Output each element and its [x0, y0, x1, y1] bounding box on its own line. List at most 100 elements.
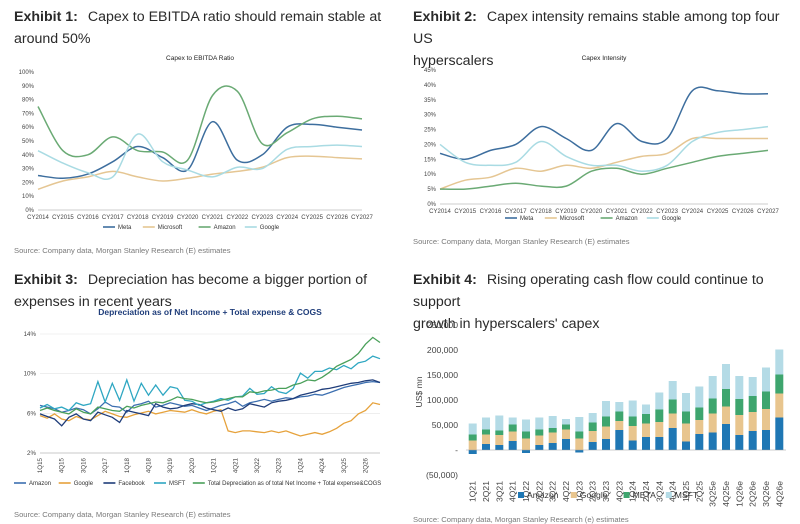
- chart-4-x-tick: 2Q21: [481, 481, 491, 502]
- chart-4-y-tick: 100,000: [427, 395, 458, 405]
- chart-4-bar-google: [522, 438, 530, 450]
- chart-4-bar-amazon: [508, 441, 517, 450]
- chart-4-bar-google: [508, 431, 517, 441]
- chart-4-bar-amazon: [762, 430, 770, 450]
- exhibit-4-heading: Exhibit 4: Rising operating cash flow cou…: [413, 269, 798, 335]
- chart-4-bar-google: [615, 421, 624, 430]
- exhibit-4-title-line1: Rising operating cash flow could continu…: [413, 272, 764, 310]
- chart-1-y-tick: 20%: [22, 180, 35, 186]
- chart-1-y-tick: 60%: [22, 125, 35, 131]
- chart-1-y-tick: 30%: [22, 167, 35, 173]
- chart-3-title: Depreciation as of Net Income + Total ex…: [98, 307, 322, 317]
- chart-2-y-tick: 35%: [424, 98, 437, 104]
- chart-4-bar-meta: [682, 411, 690, 424]
- chart-4-bar-msft: [562, 419, 570, 425]
- exhibit-2-heading: Exhibit 2: Capex intensity remains stable…: [413, 6, 798, 72]
- chart-4-bar-meta: [628, 416, 637, 426]
- chart-1-x-tick: CY2015: [52, 215, 74, 221]
- exhibit-1-title-line1: Capex to EBITDA ratio should remain stab…: [87, 9, 382, 25]
- chart-1: Capex to EBITDA Ratio 0% 10% 20% 30% 40% 50% 60…: [19, 55, 374, 231]
- chart-4-bar-amazon: [615, 430, 624, 450]
- chart-1-series-amazon: [37, 85, 363, 164]
- exhibit-1-label: Exhibit 1:: [14, 9, 78, 25]
- chart-3-x-tick: 2Q17: [102, 457, 109, 473]
- chart-1-x-tick: CY2025: [301, 215, 323, 221]
- chart-1-x-tick: CY2021: [202, 215, 224, 221]
- chart-4-bar-msft: [695, 386, 704, 408]
- chart-4-bar-msft: [482, 417, 490, 430]
- chart-1-x-tick: CY2026: [326, 215, 348, 221]
- chart-4: (50,000) - 50,000 100,000 150,000 200,000 250,…: [414, 320, 786, 507]
- chart-1-legend-label: Google: [260, 225, 280, 231]
- chart-3-x-tick: 1Q15: [37, 457, 44, 473]
- chart-3-legend-label: MSFT: [169, 481, 186, 487]
- chart-3: Depreciation as of Net Income + Total ex…: [14, 307, 381, 487]
- chart-3-x-tick: 4Q18: [146, 457, 153, 473]
- chart-4-bar-amazon: [628, 440, 637, 450]
- chart-4-bar-msft: [535, 417, 544, 430]
- chart-1-y-tick: 100%: [19, 70, 35, 76]
- chart-4-y-tick: 250,000: [427, 320, 458, 330]
- chart-3-x-tick: 2Q20: [189, 457, 196, 473]
- chart-4-bar-amazon: [682, 441, 690, 450]
- chart-4-bar-amazon: [775, 417, 784, 450]
- chart-4-bar-google: [588, 431, 597, 442]
- chart-4-x-tick: 2Q25: [694, 481, 704, 502]
- chart-3-y-tick: 6%: [27, 410, 36, 417]
- chart-3-legend-label: Total Depreciation as of total Net Incom…: [208, 481, 381, 487]
- chart-1-x-tick: CY2016: [77, 215, 99, 221]
- chart-4-bar-msft: [522, 419, 530, 432]
- chart-1-x-tick: CY2014: [27, 215, 49, 221]
- chart-1-y-tick: 50%: [22, 139, 35, 145]
- chart-3-x-tick: 3Q19: [167, 457, 174, 473]
- exhibit-4-source: Source: Company data, Morgan Stanley Res…: [413, 515, 629, 524]
- chart-3-x-tick: 4Q15: [59, 457, 66, 473]
- chart-2-x-tick: CY2021: [606, 209, 628, 215]
- chart-4-bar-msft: [708, 376, 717, 399]
- exhibit-4-label: Exhibit 4:: [413, 272, 477, 288]
- exhibit-1-heading: Exhibit 1: Capex to EBITDA ratio should r…: [14, 6, 394, 50]
- chart-4-legend-swatch: [623, 492, 630, 498]
- chart-4-bar-msft: [495, 415, 504, 431]
- chart-3-x-tick: 4Q21: [232, 457, 239, 473]
- chart-2-series-google: [439, 125, 769, 172]
- chart-3-legend-label: Facebook: [118, 481, 145, 487]
- exhibit-3-label: Exhibit 3:: [14, 272, 78, 288]
- chart-4-bar-google: [682, 423, 690, 442]
- chart-4-bar-amazon: [695, 434, 704, 450]
- chart-4-bar-msft: [642, 404, 650, 414]
- chart-4-y-label: US$ mn: [414, 376, 424, 407]
- chart-4-bar-msft: [668, 381, 677, 400]
- chart-2-x-tick: CY2027: [757, 209, 779, 215]
- chart-2-x-tick: CY2016: [480, 209, 502, 215]
- chart-4-bar-msft: [722, 364, 730, 389]
- chart-4-x-tick: 2Q26e: [748, 481, 758, 507]
- chart-4-bar-google: [762, 409, 770, 430]
- chart-4-x-tick: 2Q24: [641, 481, 651, 502]
- chart-4-x-tick: 3Q25e: [708, 481, 718, 507]
- chart-4-bar-msft: [548, 416, 557, 428]
- chart-3-x-tick: 3Q16: [80, 457, 87, 473]
- chart-4-bar-amazon: [522, 450, 530, 453]
- chart-4-bar-meta: [748, 396, 757, 412]
- chart-2-title: Capex Intensity: [582, 55, 628, 62]
- chart-4-bar-amazon: [535, 445, 544, 450]
- chart-4-bar-meta: [735, 399, 744, 415]
- chart-3-series-facebook: [39, 379, 381, 427]
- chart-4-bar-meta: [642, 414, 650, 424]
- chart-4-x-tick: 1Q26e: [734, 481, 744, 507]
- chart-2-y-tick: 45%: [424, 68, 437, 74]
- chart-4-bar-meta: [668, 399, 677, 414]
- chart-4-x-tick: 4Q24: [668, 481, 678, 502]
- chart-4-bar-amazon: [495, 445, 504, 450]
- chart-4-bar-msft: [775, 349, 784, 375]
- chart-3-x-tick: 3Q22: [254, 457, 261, 473]
- chart-4-y-tick: 150,000: [427, 370, 458, 380]
- chart-4-bar-msft: [508, 417, 517, 425]
- chart-2-x-tick: CY2014: [429, 209, 451, 215]
- chart-4-bar-google: [655, 422, 664, 437]
- chart-4-bar-meta: [562, 424, 570, 430]
- chart-4-bar-amazon: [722, 424, 730, 450]
- chart-4-bar-meta: [482, 429, 490, 435]
- chart-1-y-tick: 80%: [22, 98, 35, 104]
